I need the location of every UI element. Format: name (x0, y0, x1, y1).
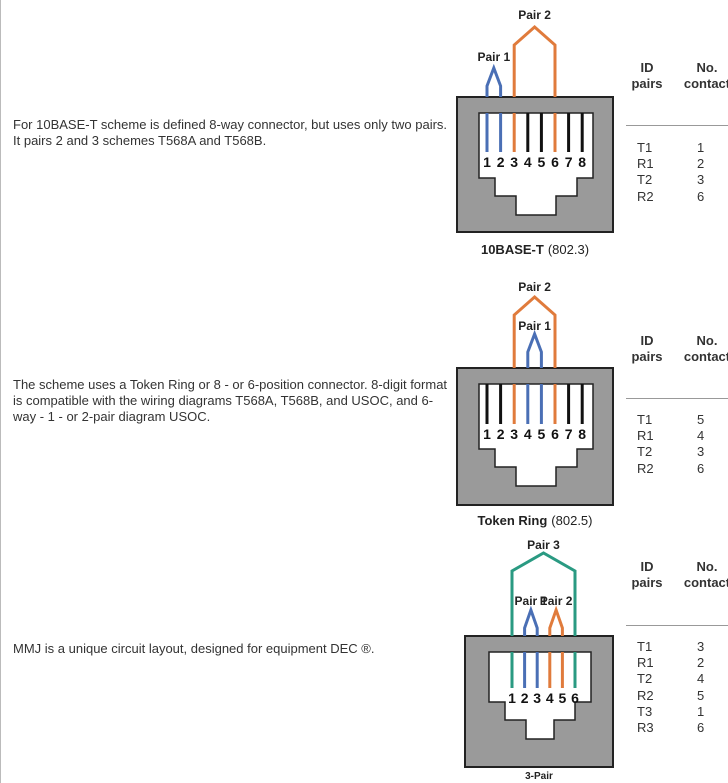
table-cell: 3 (697, 444, 705, 460)
caption-name: 10BASE-T (481, 242, 544, 257)
pair-wire (512, 294, 557, 368)
pair-wire (548, 605, 564, 636)
table-header: No. contact (683, 333, 728, 364)
pin-number: 6 (571, 690, 579, 706)
pair-label: Pair 1 (477, 50, 510, 64)
pair-wire (510, 551, 577, 636)
caption-name: 3-Pair (525, 771, 553, 782)
caption-standard: (802.3) (548, 242, 589, 257)
pin-number: 7 (565, 426, 573, 442)
pin-number: 5 (559, 690, 567, 706)
pin-number: 4 (524, 154, 532, 170)
table-cell: T1 (637, 639, 653, 654)
connector-socket (478, 383, 594, 487)
pin-number: 7 (565, 154, 573, 170)
pair-wire (526, 329, 543, 368)
pin-number: 2 (521, 690, 529, 706)
table-cell: R2 (637, 460, 654, 476)
table-cell: 3 (697, 172, 705, 188)
pin-number: 3 (510, 154, 518, 170)
table-rule (626, 398, 728, 399)
pair-label: Pair 2 (518, 8, 551, 22)
pair-label: Pair 3 (527, 538, 560, 552)
pin-number: 6 (551, 426, 559, 442)
pair-wire (523, 605, 539, 636)
table-cell: 1 (697, 140, 705, 155)
table-cell: T3 (637, 703, 653, 719)
pin-number: 6 (551, 154, 559, 170)
pair-label: Pair 2 (518, 280, 551, 294)
table-cell: 1 (697, 703, 705, 719)
table-cell: 4 (697, 428, 705, 444)
table-header: No. contact (683, 559, 728, 590)
pair-label: Pair 1 (515, 594, 548, 608)
caption: 10BASE-T (802.3) (481, 242, 589, 257)
table-cell: 6 (697, 188, 705, 204)
table-header: ID pairs (631, 559, 663, 590)
pair-label: Pair 1 (518, 319, 551, 333)
table-cell: T1 (637, 140, 653, 155)
caption-name: Token Ring (477, 513, 547, 528)
table-header: ID pairs (631, 60, 663, 91)
table-rule (626, 125, 728, 126)
pin-number: 3 (510, 426, 518, 442)
connector-socket (478, 112, 594, 216)
description: The scheme uses a Token Ring or 8 - or 6… (13, 377, 448, 424)
table-header: No. contact (683, 60, 728, 91)
pin-number: 1 (483, 154, 491, 170)
table-cell: T2 (637, 172, 653, 188)
pin-number: 4 (546, 690, 554, 706)
description: MMJ is a unique circuit layout, designed… (13, 641, 375, 656)
connector-socket (488, 651, 592, 740)
pin-number: 5 (538, 426, 546, 442)
table-cell: T2 (637, 444, 653, 460)
caption-standard: (802.5) (551, 513, 592, 528)
pin-number: 5 (538, 154, 546, 170)
description: For 10BASE-T scheme is defined 8-way con… (13, 117, 448, 148)
table-cell: R1 (637, 428, 654, 444)
table-cell: R1 (637, 655, 654, 671)
table-cell: 2 (697, 156, 705, 172)
pair-wire (512, 24, 557, 97)
table-cell: 4 (697, 671, 705, 687)
pin-number: 1 (483, 426, 491, 442)
table-cell: 6 (697, 460, 705, 476)
table-cell: T1 (637, 412, 653, 427)
table-cell: R2 (637, 687, 654, 703)
pin-number: 4 (524, 426, 532, 442)
table-cell: 5 (697, 687, 705, 703)
caption: Token Ring (802.5) (477, 513, 592, 528)
pin-number: 2 (497, 426, 505, 442)
pin-number: 3 (533, 690, 541, 706)
table-cell: 3 (697, 639, 705, 654)
table-cell: 2 (697, 655, 705, 671)
pin-number: 8 (578, 154, 586, 170)
table-rule (626, 625, 728, 626)
pin-number: 2 (497, 154, 505, 170)
table-cell: 6 (697, 720, 705, 735)
pair-wire (485, 63, 503, 97)
table-cell: R2 (637, 188, 654, 204)
pair-label: Pair 2 (540, 594, 573, 608)
table-cell: T2 (637, 671, 653, 687)
caption: 3-Pair (525, 771, 553, 782)
table-cell: R3 (637, 720, 654, 735)
pin-number: 8 (578, 426, 586, 442)
table-cell: R1 (637, 156, 654, 172)
pin-number: 1 (508, 690, 516, 706)
table-header: ID pairs (631, 333, 663, 364)
table-cell: 5 (697, 412, 705, 427)
